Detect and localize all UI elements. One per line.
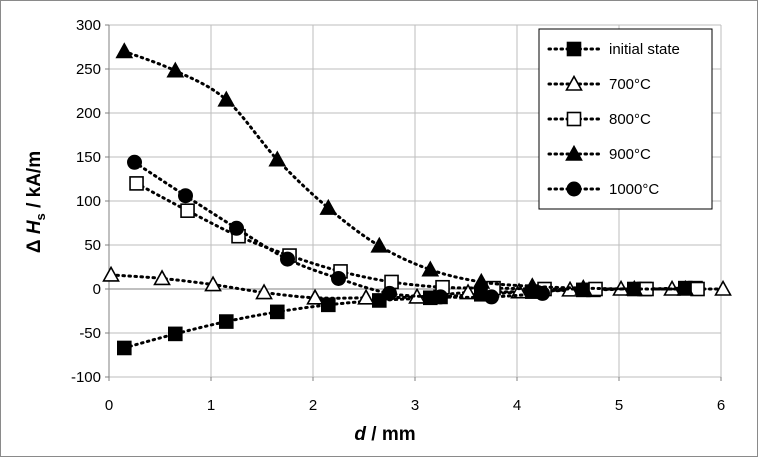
data-point	[690, 281, 705, 297]
legend-marker	[566, 41, 582, 57]
series-line	[122, 286, 697, 350]
series-4	[127, 154, 550, 305]
data-point	[320, 297, 336, 313]
x-axis-title-main: d	[354, 424, 366, 445]
data-point	[714, 279, 732, 296]
data-point	[382, 285, 397, 301]
legend-marker	[565, 144, 583, 161]
y-axis-title-unit: / kA/m	[24, 151, 45, 213]
data-point	[472, 272, 491, 289]
y-tick-label: 250	[76, 61, 101, 78]
data-point	[178, 188, 193, 204]
series-layer	[102, 42, 732, 356]
legend-item: initial state	[547, 41, 680, 58]
data-point	[269, 304, 285, 320]
legend-item: 900°C	[547, 144, 651, 163]
data-point	[588, 281, 603, 297]
data-point	[535, 285, 550, 301]
data-point	[117, 340, 132, 356]
legend: initial state 700°C 800°C 900°C 1000°C	[538, 28, 713, 210]
x-axis-title-unit: / mm	[366, 424, 416, 445]
x-tick-label: 5	[615, 397, 623, 414]
data-point	[357, 288, 375, 305]
data-point	[676, 279, 695, 296]
y-tick-label: 0	[93, 281, 101, 298]
y-tick-label: 150	[76, 149, 101, 166]
y-axis-title-main: H	[24, 219, 45, 234]
y-tick-label: -50	[79, 325, 101, 342]
legend-label: initial state	[609, 41, 680, 58]
y-tick-label: 50	[84, 237, 101, 254]
data-point	[219, 314, 234, 329]
y-tick-label: 300	[76, 17, 101, 34]
y-axis-title: Δ Hs / kA/m	[24, 151, 48, 253]
data-point	[102, 265, 120, 282]
data-point	[129, 176, 144, 191]
data-point	[280, 251, 295, 267]
data-point	[370, 236, 389, 253]
y-tick-label: 100	[76, 193, 101, 210]
x-tick-label: 3	[411, 397, 419, 414]
data-point	[331, 270, 346, 286]
legend-label: 1000°C	[609, 181, 659, 198]
x-tick-label: 2	[309, 397, 317, 414]
legend-item: 700°C	[547, 74, 651, 93]
legend-marker	[566, 111, 582, 127]
x-axis-title: d / mm	[354, 424, 415, 445]
legend-item: 800°C	[547, 111, 651, 128]
x-tick-label: 1	[207, 397, 215, 414]
data-point	[625, 279, 644, 296]
data-point	[217, 90, 236, 107]
data-point	[229, 220, 244, 236]
legend-label: 700°C	[609, 76, 651, 93]
data-point	[255, 283, 273, 300]
data-point	[484, 289, 499, 305]
data-point	[268, 150, 287, 167]
data-point	[306, 288, 324, 305]
data-point	[204, 275, 222, 292]
x-tick-label: 6	[717, 397, 725, 414]
data-point	[168, 326, 183, 342]
data-point	[523, 277, 542, 294]
legend-item: 1000°C	[547, 181, 659, 198]
y-axis-title-sub: s	[33, 213, 48, 220]
x-tick-label: 0	[105, 397, 113, 414]
legend-label: 800°C	[609, 111, 651, 128]
data-point	[180, 203, 195, 218]
data-point	[127, 154, 142, 170]
data-point	[421, 260, 440, 277]
x-tick-label: 4	[513, 397, 521, 414]
data-point	[574, 278, 593, 295]
legend-label: 900°C	[609, 146, 651, 163]
series-3	[115, 42, 695, 296]
data-point	[166, 61, 185, 78]
legend-marker	[565, 74, 583, 91]
data-point	[115, 42, 134, 59]
data-point	[433, 289, 448, 305]
y-tick-label: -100	[71, 369, 101, 386]
y-axis-title-prefix: Δ	[24, 234, 45, 253]
y-tick-label: 200	[76, 105, 101, 122]
legend-marker	[566, 181, 582, 197]
data-point	[319, 198, 338, 215]
data-point	[153, 269, 171, 286]
